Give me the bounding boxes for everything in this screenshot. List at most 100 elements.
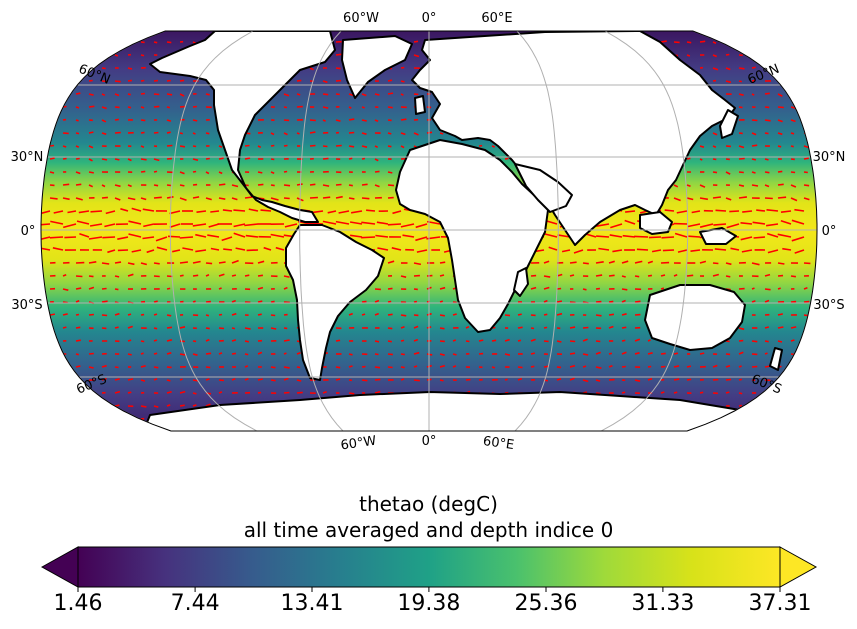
current-vector-arrow <box>608 325 614 329</box>
top-lon-label-60w: 60°W <box>343 11 379 26</box>
current-vector-arrow <box>49 352 54 355</box>
current-vector-arrow <box>257 274 264 277</box>
current-vector-arrow <box>777 418 782 421</box>
current-vector-arrow <box>803 300 810 303</box>
current-vector-arrow <box>764 132 769 135</box>
current-vector-arrow <box>439 353 445 356</box>
current-vector-arrow <box>621 365 626 368</box>
current-vector-arrow <box>392 210 402 215</box>
current-vector-arrow <box>153 196 162 199</box>
current-vector-arrow <box>596 223 610 227</box>
current-vector-arrow <box>582 338 588 342</box>
current-vector-arrow <box>690 249 701 252</box>
current-vector-arrow <box>622 234 636 238</box>
current-vector-arrow <box>248 208 259 212</box>
current-vector-arrow <box>803 105 810 108</box>
current-vector-arrow <box>233 223 246 228</box>
current-vector-arrow <box>231 327 236 330</box>
current-vector-arrow <box>322 119 326 122</box>
current-vector-arrow <box>88 79 93 82</box>
current-vector-arrow <box>569 364 576 368</box>
current-vector-arrow <box>233 232 246 238</box>
current-vector-arrow <box>504 314 511 317</box>
current-vector-arrow <box>166 391 172 394</box>
current-vector-arrow <box>400 366 405 369</box>
current-vector-arrow <box>192 223 207 227</box>
current-vector-arrow <box>210 210 220 213</box>
current-vector-arrow <box>621 339 626 342</box>
current-vector-arrow <box>257 260 265 264</box>
current-vector-arrow <box>270 158 275 161</box>
current-vector-arrow <box>41 210 51 215</box>
current-vector-arrow <box>153 41 158 44</box>
current-vector-arrow <box>517 313 522 316</box>
current-vector-arrow <box>647 365 652 368</box>
current-vector-arrow <box>686 274 694 277</box>
current-vector-arrow <box>322 106 329 109</box>
current-vector-arrow <box>169 223 181 229</box>
current-vector-arrow <box>153 405 159 408</box>
current-vector-arrow <box>283 132 288 136</box>
current-vector-arrow <box>413 300 418 303</box>
current-vector-arrow <box>350 210 363 214</box>
current-vector-arrow <box>517 339 522 342</box>
current-vector-arrow <box>309 222 324 225</box>
colorbar-tick-label: 25.36 <box>514 591 578 616</box>
current-vector-arrow <box>361 197 370 200</box>
bottom-lon-label-0: 0° <box>422 434 437 449</box>
current-vector-arrow <box>777 313 783 316</box>
current-vector-arrow <box>140 54 145 57</box>
map-area <box>40 30 818 432</box>
current-vector-arrow <box>699 145 705 148</box>
current-vector-arrow <box>140 119 146 122</box>
current-vector-arrow <box>179 326 186 329</box>
current-vector-arrow <box>374 340 380 343</box>
current-vector-arrow <box>62 40 67 43</box>
current-vector-arrow <box>741 249 753 253</box>
current-vector-arrow <box>790 40 795 43</box>
current-vector-arrow <box>101 287 107 290</box>
current-vector-arrow <box>725 53 730 56</box>
current-vector-arrow <box>195 249 207 253</box>
current-vector-arrow <box>179 171 185 175</box>
current-vector-arrow <box>400 378 405 381</box>
current-vector-arrow <box>127 93 131 96</box>
current-vector-arrow <box>140 79 145 82</box>
current-vector-arrow <box>556 340 562 343</box>
current-vector-arrow <box>751 79 756 82</box>
current-vector-arrow <box>41 223 51 226</box>
current-vector-arrow <box>140 365 146 368</box>
current-vector-arrow <box>699 391 704 394</box>
current-vector-arrow <box>699 260 707 264</box>
current-vector-arrow <box>561 249 571 253</box>
current-vector-arrow <box>166 119 172 122</box>
current-vector-arrow <box>88 366 94 369</box>
current-vector-arrow <box>166 352 172 355</box>
current-vector-arrow <box>647 377 653 381</box>
current-vector-arrow <box>647 260 654 264</box>
current-vector-arrow <box>270 132 275 136</box>
current-vector-arrow <box>102 236 116 239</box>
current-vector-arrow <box>235 247 246 251</box>
current-vector-arrow <box>803 197 810 201</box>
colorbar-tick-label: 7.44 <box>170 591 220 616</box>
current-vector-arrow <box>361 313 366 316</box>
uk-land <box>414 95 426 115</box>
current-vector-arrow <box>140 262 148 266</box>
current-vector-arrow <box>192 353 198 356</box>
current-vector-arrow <box>634 235 649 238</box>
current-vector-arrow <box>75 418 80 421</box>
current-vector-arrow <box>725 197 732 201</box>
current-vector-arrow <box>699 158 703 161</box>
current-vector-arrow <box>166 379 171 382</box>
current-vector-arrow <box>569 377 575 381</box>
current-vector-arrow <box>322 145 328 148</box>
current-vector-arrow <box>101 377 107 381</box>
current-vector-arrow <box>166 184 172 187</box>
current-vector-arrow <box>634 275 640 278</box>
current-vector-arrow <box>803 157 809 160</box>
current-vector-arrow <box>166 287 171 290</box>
current-vector-arrow <box>49 80 55 83</box>
current-vector-arrow <box>361 132 367 135</box>
current-vector-arrow <box>283 352 287 355</box>
